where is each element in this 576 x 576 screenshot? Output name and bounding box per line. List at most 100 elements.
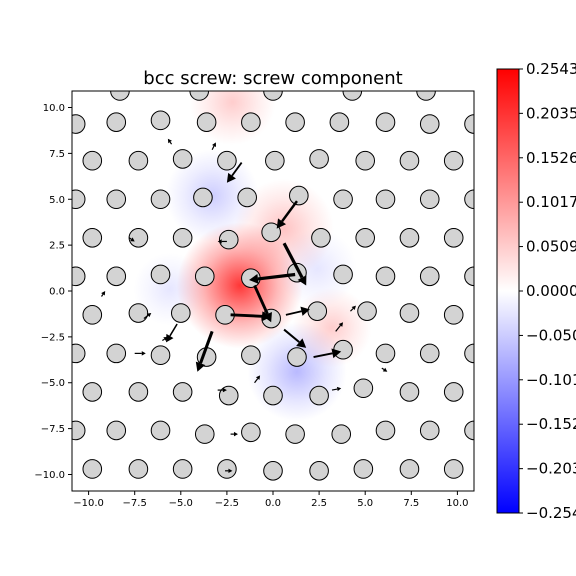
atom-marker [196, 112, 217, 132]
atom-marker [307, 301, 328, 321]
atom-marker [72, 266, 86, 287]
displacement-arrow [254, 375, 261, 384]
atom-marker [72, 420, 86, 441]
y-tick-label: −5.0 [41, 378, 65, 389]
y-axis: −10.0 −7.5 −5.0 −2.5 0.0 2.5 5.0 7.5 10.0 [34, 103, 72, 481]
atom-marker [443, 459, 464, 479]
atom-marker [263, 91, 283, 101]
atom-marker [241, 422, 261, 443]
atom-marker [419, 189, 440, 210]
atom-marker [172, 382, 193, 402]
atom-marker [263, 385, 283, 406]
atom-marker [375, 343, 396, 364]
displacement-arrow [167, 138, 173, 145]
colorbar-bar [496, 68, 520, 514]
atom-marker [72, 343, 86, 364]
displacement-arrow [230, 311, 272, 322]
atom-marker [375, 112, 396, 132]
atom-marker [241, 112, 261, 132]
atom-marker [353, 459, 374, 479]
atom-marker [464, 420, 474, 441]
x-tick-label: 0.0 [265, 498, 281, 509]
atom-marker [128, 382, 149, 402]
atom-marker [189, 91, 210, 101]
atom-marker [82, 305, 103, 325]
x-tick-label: 10.0 [446, 498, 468, 509]
atom-marker [128, 150, 149, 171]
displacement-arrow [134, 351, 146, 356]
atom-marker [150, 420, 171, 441]
displacement-arrow [276, 200, 298, 229]
colorbar-tick-label: 0.2035 [526, 104, 576, 122]
displacement-arrow [350, 305, 356, 312]
atom-marker [110, 91, 130, 101]
x-tick-label: 5.0 [357, 498, 373, 509]
y-tick-label: −10.0 [34, 470, 65, 481]
atom-marker [150, 189, 171, 210]
displacement-arrow [101, 291, 106, 297]
y-tick-label: 10.0 [43, 103, 65, 114]
displacement-arrow [128, 237, 135, 242]
plot-area: −10.0 −7.5 −5.0 −2.5 0.0 2.5 5.0 7.5 10.0 −10.0 −… [34, 90, 475, 509]
atom-marker [399, 303, 420, 323]
atom-marker [309, 385, 329, 406]
atom-marker [333, 264, 353, 285]
atom-marker [128, 459, 149, 479]
atom-marker [416, 91, 436, 101]
atom-marker [331, 424, 352, 444]
atom-marker [375, 189, 396, 210]
displacement-arrow [225, 468, 233, 474]
atom-marker [311, 227, 331, 248]
y-tick-label: 5.0 [49, 195, 65, 206]
atom-marker [72, 189, 86, 210]
atom-marker [285, 424, 305, 444]
atom-marker [443, 305, 464, 325]
atom-marker [353, 378, 374, 399]
atom-marker [333, 189, 353, 210]
atom-marker [342, 91, 363, 101]
x-axis: −10.0 −7.5 −5.0 −2.5 0.0 2.5 5.0 7.5 10.0 [73, 491, 469, 509]
colorbar-tick-label: 0.1526 [526, 149, 576, 167]
displacement-arrow [217, 239, 227, 244]
atom-marker [263, 461, 283, 481]
x-tick-label: −7.5 [123, 498, 147, 509]
displacement-arrow [162, 336, 168, 342]
atom-marker [265, 150, 285, 171]
atom-marker [261, 222, 281, 243]
displacement-arrow [195, 330, 214, 372]
displacement-arrow [381, 367, 388, 372]
arrows-layer [101, 138, 388, 474]
atom-marker [399, 150, 420, 171]
heat-blob [189, 91, 276, 146]
atom-marker [443, 227, 464, 248]
colorbar-tick-label: −0.2543 [526, 504, 576, 522]
displacement-arrow [313, 348, 342, 359]
colorbar-tick-label: −0.1526 [526, 415, 576, 433]
atom-marker [170, 303, 191, 323]
atom-marker [217, 459, 237, 479]
colorbar-tick-label: 0.2543 [526, 60, 576, 78]
atom-marker [443, 150, 464, 171]
atom-marker [237, 187, 257, 208]
x-tick-label: −10.0 [73, 498, 104, 509]
colorbar-tick-label: 0.0509 [526, 238, 576, 256]
atom-marker [72, 114, 86, 134]
atom-marker [217, 150, 237, 171]
atom-marker [82, 459, 103, 479]
atom-marker [309, 461, 329, 481]
atom-marker [357, 301, 377, 321]
atom-marker [82, 382, 103, 402]
atom-marker [309, 149, 329, 169]
atom-marker [355, 227, 376, 248]
atom-marker [194, 424, 215, 444]
colorbar-ticks: 0.2543 0.2035 0.1526 0.1017 0.0509 0.0000 −0.0… [519, 60, 576, 522]
atom-marker [218, 385, 239, 406]
chart-title: bcc screw: screw component [143, 68, 402, 89]
atom-marker [333, 339, 353, 360]
colorbar-tick-label: −0.2035 [526, 460, 576, 478]
heat-blob [277, 229, 358, 309]
atom-marker [375, 420, 396, 441]
atom-marker [399, 382, 420, 402]
atom-marker [287, 347, 307, 367]
atom-marker [419, 343, 440, 364]
